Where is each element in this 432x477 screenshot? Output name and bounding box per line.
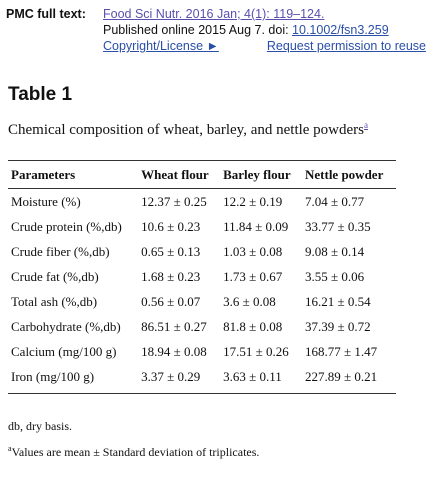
cell-barley: 3.63 ± 0.11 xyxy=(220,364,302,394)
pmc-citation-block: PMC full text: Food Sci Nutr. 2016 Jan; … xyxy=(6,6,426,54)
footnote-a-text: Values are mean ± Standard deviation of … xyxy=(11,445,260,459)
table-row: Crude protein (%,db) 10.6 ± 0.23 11.84 ±… xyxy=(8,214,396,239)
table-caption-text: Chemical composition of wheat, barley, a… xyxy=(8,122,365,138)
composition-table: Parameters Wheat flour Barley flour Nett… xyxy=(8,160,396,394)
header-parameters: Parameters xyxy=(8,160,139,189)
cell-wheat: 18.94 ± 0.08 xyxy=(141,343,207,359)
footnote-db: db, dry basis. xyxy=(8,419,72,433)
cell-wheat: 12.37 ± 0.25 xyxy=(141,193,207,209)
cell-wheat: 1.68 ± 0.23 xyxy=(141,268,201,284)
table-row: Moisture (%) 12.37 ± 0.25 12.2 ± 0.19 7.… xyxy=(8,189,396,215)
cell-wheat: 0.56 ± 0.07 xyxy=(141,293,201,309)
table-row: Crude fiber (%,db) 0.65 ± 0.13 1.03 ± 0.… xyxy=(8,239,396,264)
cell-parameter: Crude protein (%,db) xyxy=(11,218,122,234)
cell-nettle: 168.77 ± 1.47 xyxy=(305,343,378,359)
cell-nettle: 16.21 ± 0.54 xyxy=(305,293,371,309)
table-header-row: Parameters Wheat flour Barley flour Nett… xyxy=(8,160,396,189)
cell-wheat: 86.51 ± 0.27 xyxy=(141,318,207,334)
cell-parameter: Crude fat (%,db) xyxy=(11,268,99,284)
table-row: Total ash (%,db) 0.56 ± 0.07 3.6 ± 0.08 … xyxy=(8,289,396,314)
cell-barley: 17.51 ± 0.26 xyxy=(223,343,289,359)
cell-parameter: Moisture (%) xyxy=(11,193,81,209)
published-text: Published online 2015 Aug 7. doi: xyxy=(103,23,293,37)
table-title: Table 1 xyxy=(8,84,73,105)
cell-barley: 3.6 ± 0.08 xyxy=(223,293,276,309)
cell-parameter: Calcium (mg/100 g) xyxy=(11,343,117,359)
license-links: Copyright/License ► Request permission t… xyxy=(103,38,426,54)
pmc-row: PMC full text: Food Sci Nutr. 2016 Jan; … xyxy=(6,6,426,54)
cell-barley: 1.73 ± 0.67 xyxy=(223,268,283,284)
table-row: Carbohydrate (%,db) 86.51 ± 0.27 81.8 ± … xyxy=(8,314,396,339)
copyright-license-link[interactable]: Copyright/License ► xyxy=(103,39,219,53)
table-row: Iron (mg/100 g) 3.37 ± 0.29 3.63 ± 0.11 … xyxy=(8,364,396,394)
published-line: Published online 2015 Aug 7. doi: 10.100… xyxy=(103,22,426,38)
cell-nettle: 3.55 ± 0.06 xyxy=(305,268,365,284)
citation-link[interactable]: Food Sci Nutr. 2016 Jan; 4(1): 119–124. xyxy=(103,7,325,21)
cell-parameter: Crude fiber (%,db) xyxy=(11,243,110,259)
pmc-body: Food Sci Nutr. 2016 Jan; 4(1): 119–124. … xyxy=(103,6,426,54)
cell-nettle: 33.77 ± 0.35 xyxy=(305,218,371,234)
cell-nettle: 9.08 ± 0.14 xyxy=(305,243,365,259)
cell-parameter: Total ash (%,db) xyxy=(11,293,98,309)
request-permission-link[interactable]: Request permission to reuse xyxy=(266,39,426,53)
cell-barley: 81.8 ± 0.08 xyxy=(223,318,283,334)
cell-nettle: 7.04 ± 0.77 xyxy=(305,193,365,209)
cell-parameter: Iron (mg/100 g) xyxy=(8,364,139,394)
footnote-a: aValues are mean ± Standard deviation of… xyxy=(8,444,259,460)
table-row: Crude fat (%,db) 1.68 ± 0.23 1.73 ± 0.67… xyxy=(8,264,396,289)
header-wheat: Wheat flour xyxy=(138,160,221,189)
cell-parameter: Carbohydrate (%,db) xyxy=(11,318,121,334)
cell-nettle: 37.39 ± 0.72 xyxy=(305,318,371,334)
cell-nettle: 227.89 ± 0.21 xyxy=(302,364,396,394)
caption-footnote-link[interactable]: a xyxy=(364,120,369,130)
cell-barley: 11.84 ± 0.09 xyxy=(223,218,289,234)
footnote-a-marker: a xyxy=(8,444,12,453)
cell-barley: 1.03 ± 0.08 xyxy=(223,243,283,259)
pmc-label: PMC full text: xyxy=(6,7,86,21)
table-row: Calcium (mg/100 g) 18.94 ± 0.08 17.51 ± … xyxy=(8,339,396,364)
cell-wheat: 10.6 ± 0.23 xyxy=(141,218,201,234)
table-caption: Chemical composition of wheat, barley, a… xyxy=(8,120,368,139)
header-barley: Barley flour xyxy=(220,160,302,189)
header-nettle: Nettle powder xyxy=(302,160,396,189)
cell-barley: 12.2 ± 0.19 xyxy=(223,193,283,209)
doi-link[interactable]: 10.1002/fsn3.259 xyxy=(292,23,389,37)
cell-wheat: 3.37 ± 0.29 xyxy=(138,364,221,394)
cell-wheat: 0.65 ± 0.13 xyxy=(141,243,201,259)
